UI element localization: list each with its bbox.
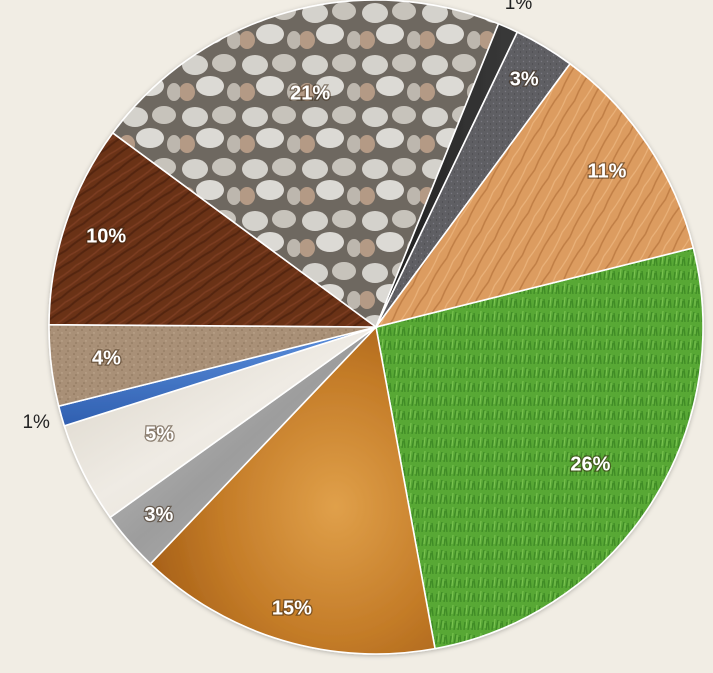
slice-label-light-wood: 11% [588, 161, 627, 183]
slice-label-marble: 5% [145, 424, 174, 446]
pie-slice-grass [375, 246, 704, 650]
slice-label-slate: 1% [505, 0, 533, 14]
slice-label-metal: 3% [144, 504, 173, 526]
pie-labels: 26% 15% 3% 5% 1% 4% 10% 21% 1% 3% 11% [22, 0, 627, 621]
slice-label-sand: 4% [92, 347, 121, 369]
pie-slices [48, 0, 704, 655]
slice-label-water: 1% [22, 412, 50, 433]
slice-label-asphalt: 3% [510, 69, 539, 91]
slice-label-grass: 26% [570, 453, 610, 475]
pie-slice-light-wood [374, 62, 695, 329]
slice-label-pebbles: 21% [290, 82, 330, 104]
slice-label-dark-wood: 10% [86, 225, 126, 247]
pie-slice-dark-wood [48, 131, 379, 328]
pie-slice-clay [149, 325, 436, 655]
pie-slice-pebbles [111, 0, 500, 329]
slice-label-clay: 15% [272, 597, 312, 619]
